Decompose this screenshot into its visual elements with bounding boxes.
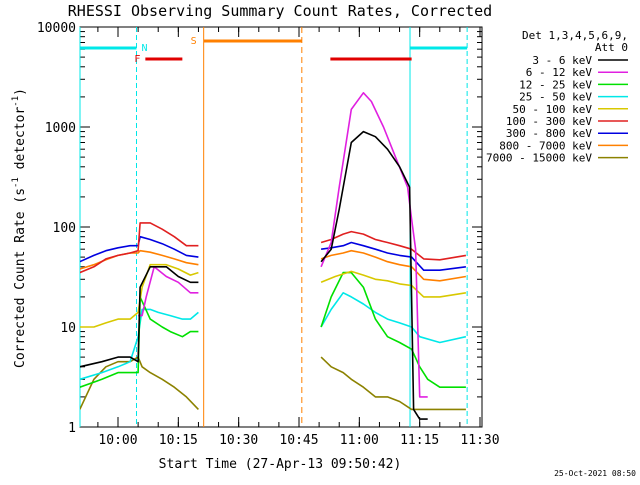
legend-label: 3 - 6 keV [532, 54, 592, 67]
series-line-6-12kev-seg0 [138, 265, 199, 317]
legend-label: 7000 - 15000 keV [486, 152, 592, 165]
legend-label: 50 - 100 keV [513, 103, 593, 116]
series-line-300-800kev-seg1 [320, 241, 467, 272]
y-axis-label-sup2: -1 [11, 96, 21, 107]
saa-label: S [191, 36, 197, 47]
legend-header-2: Att 0 [595, 41, 628, 54]
legend-label: 12 - 25 keV [519, 78, 592, 91]
y-axis-label-mid: detector [13, 107, 28, 178]
series-line-12-25kev-seg0 [80, 296, 199, 388]
plot-area: 1 10 100 1000 10000 10:00 10:15 10:30 10:45 11:00… [37, 21, 500, 448]
series-line-3-6kev-seg0 [80, 265, 199, 368]
series-line-25-50kev-seg1 [320, 291, 467, 344]
legend-label: 25 - 50 keV [519, 91, 592, 104]
y-tick-label: 10000 [37, 21, 76, 36]
y-axis-label-main: Corrected Count Rate (s [13, 188, 28, 368]
y-axis-label-sup1: -1 [11, 177, 21, 188]
series-line-100-300kev-seg0 [80, 222, 199, 274]
y-axis-label-end: ) [13, 88, 28, 96]
y-minor-ticks [80, 31, 482, 398]
series-line-6-12kev-seg1 [320, 92, 428, 398]
legend-label: 800 - 7000 keV [499, 139, 592, 152]
y-tick-label: 1000 [45, 121, 76, 136]
night-label: N [141, 43, 147, 54]
series-group [80, 92, 467, 420]
series-line-800-7000kev-seg1 [320, 249, 467, 282]
y-tick-label: 100 [53, 221, 76, 236]
chart-title: RHESSI Observing Summary Count Rates, Co… [68, 2, 492, 20]
legend-label: 300 - 800 keV [506, 127, 592, 140]
y-axis-label: Corrected Count Rate (s-1 detector-1) [11, 88, 28, 368]
legend-label: 100 - 300 keV [506, 115, 592, 128]
series-line-12-25kev-seg1 [320, 271, 466, 389]
legend-header-1: Det 1,3,4,5,6,9, [522, 29, 628, 42]
y-tick-label: 1 [68, 421, 76, 436]
x-axis-label: Start Time (27-Apr-13 09:50:42) [159, 457, 402, 472]
series-line-7000-15000kev-seg1 [320, 356, 466, 411]
series-line-50-100kev-seg1 [320, 270, 467, 298]
x-tick-label: 10:00 [98, 433, 137, 448]
footer-timestamp: 25-Oct-2021 08:50 [554, 469, 636, 478]
series-line-3-6kev-seg1 [320, 130, 428, 420]
series-line-100-300kev-seg1 [320, 230, 467, 261]
flare-label: F [134, 54, 140, 65]
series-line-7000-15000kev-seg0 [80, 356, 199, 410]
x-tick-label: 11:15 [400, 433, 439, 448]
x-tick-label: 11:30 [460, 433, 499, 448]
legend-label: 6 - 12 keV [526, 66, 593, 79]
x-tick-label: 10:45 [279, 433, 318, 448]
x-tick-label: 10:30 [219, 433, 258, 448]
y-tick-label: 10 [60, 321, 76, 336]
x-tick-label: 11:00 [340, 433, 379, 448]
x-tick-label: 10:15 [159, 433, 198, 448]
